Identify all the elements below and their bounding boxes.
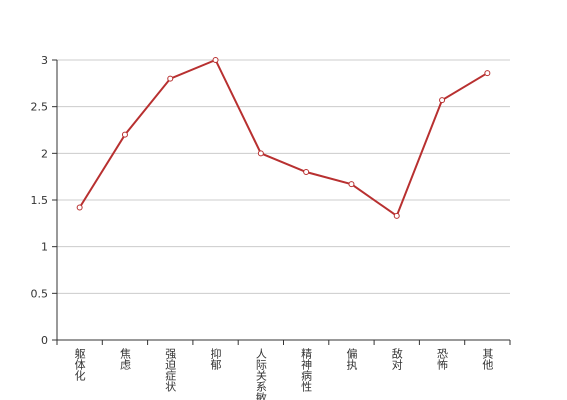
x-tick-label: 精神病性	[300, 348, 313, 393]
x-tick-label: 偏执	[345, 347, 358, 371]
x-tick-label: 强迫症状	[164, 348, 177, 392]
y-tick-label: 2	[41, 147, 48, 160]
point	[393, 212, 400, 219]
line	[78, 58, 488, 218]
y-tick-label: 3	[41, 54, 48, 67]
point	[257, 150, 264, 157]
x-tick-label: 恐怖	[436, 348, 449, 370]
point	[212, 57, 219, 63]
point	[167, 75, 174, 82]
point	[439, 97, 446, 104]
x-tick-label: 其他	[481, 348, 494, 370]
y-tick-label: 2.5	[31, 101, 49, 114]
point	[303, 169, 310, 175]
point	[484, 70, 491, 77]
y-tick-label: 1.5	[31, 194, 49, 207]
x-tick-label: 敌对	[390, 347, 403, 370]
y-tick-label: 0	[41, 334, 48, 347]
y-tick-label: 1	[41, 241, 48, 254]
x-tick-label: 人际关系敏感	[254, 348, 267, 400]
point	[348, 181, 355, 188]
point	[76, 204, 83, 211]
x-tick-label: 抑郁	[209, 347, 222, 370]
point	[121, 131, 128, 138]
x-tick-label: 躯体化	[73, 348, 86, 382]
x-tick-label: 焦虑	[118, 348, 131, 370]
y-tick-label: 0.5	[31, 287, 49, 300]
